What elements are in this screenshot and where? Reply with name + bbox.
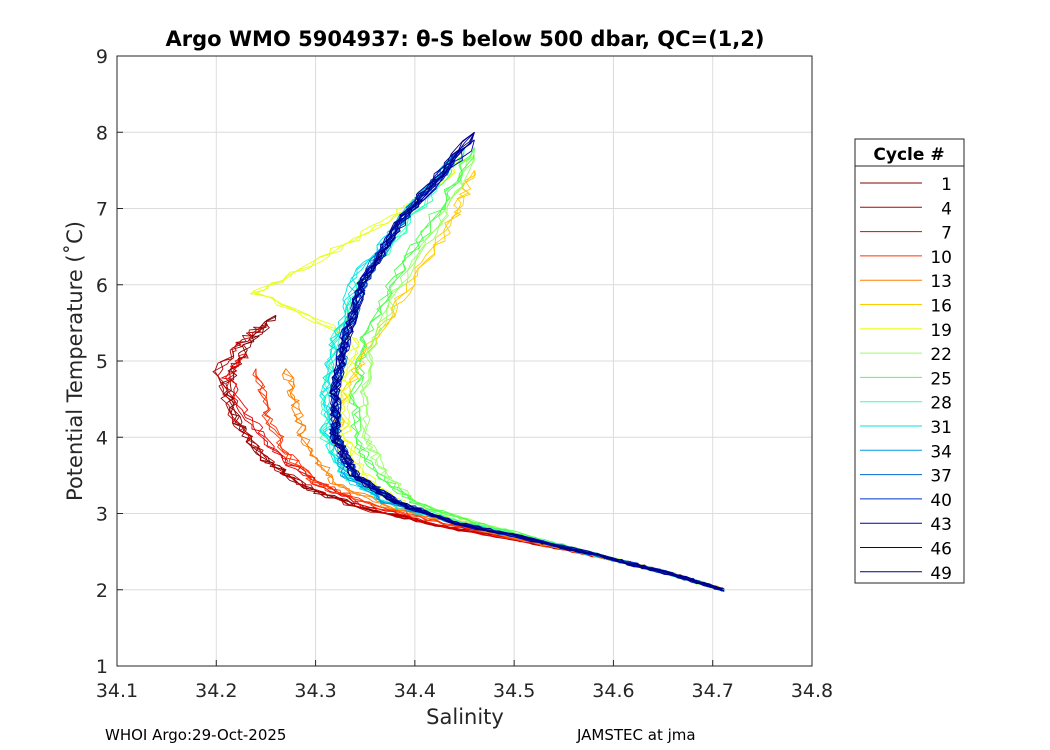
y-tick-label: 5	[96, 351, 108, 373]
legend-label: 1	[941, 175, 952, 195]
chart-title: Argo WMO 5904937: θ-S below 500 dbar, QC…	[166, 27, 765, 51]
legend-label: 13	[930, 272, 952, 292]
x-tick-label: 34.5	[493, 680, 535, 702]
x-tick-label: 34.6	[592, 680, 634, 702]
x-tick-label: 34.1	[96, 680, 138, 702]
legend-label: 22	[930, 345, 952, 365]
x-axis-label: Salinity	[426, 705, 504, 729]
y-tick-label: 6	[96, 275, 108, 297]
x-tick-label: 34.3	[294, 680, 336, 702]
x-tick-label: 34.8	[791, 680, 833, 702]
legend-items: 1 4 7 10 13 16 19 22 25 28 31 34 37 40 43 46 49	[860, 175, 952, 584]
legend: Cycle # 1 4 7 10 13 16 19 22 25 28 31 34 37 40 43 46 49	[854, 138, 965, 584]
legend-label: 31	[930, 418, 952, 438]
y-tick-label: 2	[96, 580, 108, 602]
y-tick-label: 4	[96, 427, 108, 449]
legend-label: 4	[941, 199, 952, 219]
y-tick-label: 8	[96, 122, 108, 144]
footer-credit: JAMSTEC at jma	[577, 726, 696, 744]
legend-label: 16	[930, 297, 952, 317]
series-line-cycle-49	[329, 132, 723, 590]
legend-label: 28	[930, 394, 952, 414]
y-tick-label: 7	[96, 199, 108, 221]
y-axis-label: Potential Temperature (˚C)	[63, 221, 87, 501]
legend-label: 43	[930, 515, 952, 535]
legend-box	[854, 138, 965, 584]
legend-title: Cycle #	[873, 145, 944, 165]
footer-source: WHOI Argo:29-Oct-2025	[105, 726, 287, 744]
legend-label: 34	[930, 442, 952, 462]
legend-label: 7	[941, 224, 952, 244]
legend-label: 37	[930, 467, 952, 487]
legend-label: 40	[930, 491, 952, 511]
x-tick-label: 34.2	[195, 680, 237, 702]
legend-label: 49	[930, 564, 952, 584]
legend-label: 46	[930, 540, 952, 560]
series-layer	[212, 131, 725, 592]
legend-label: 25	[930, 369, 952, 389]
series-line-cycle-49	[329, 131, 723, 590]
legend-label: 10	[930, 248, 952, 268]
x-tick-label: 34.4	[394, 680, 436, 702]
y-tick-label: 1	[96, 656, 108, 678]
y-tick-label: 9	[96, 46, 108, 68]
y-tick-label: 3	[96, 504, 108, 526]
legend-label: 19	[930, 321, 952, 341]
x-tick-label: 34.7	[692, 680, 734, 702]
tick-labels: 34.1 34.2 34.3 34.4 34.5 34.6 34.7 34.8 1 2 3 4 5 6 7 8…	[96, 46, 833, 702]
